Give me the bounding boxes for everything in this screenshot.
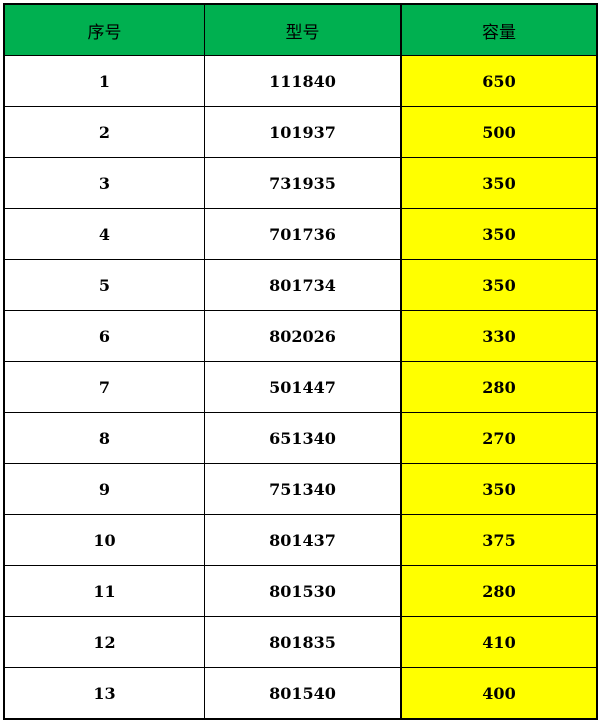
- cell-capacity[interactable]: 270: [402, 413, 596, 463]
- cell-index[interactable]: 1: [5, 56, 205, 106]
- cell-capacity[interactable]: 410: [402, 617, 596, 667]
- capacity-table: 序号 型号 容量 1 111840 650 2 101937 500 3 731935 350 4…: [3, 3, 598, 720]
- cell-model[interactable]: 751340: [205, 464, 402, 514]
- table-row: 5 801734 350: [5, 259, 596, 310]
- cell-capacity[interactable]: 400: [402, 668, 596, 718]
- cell-index[interactable]: 4: [5, 209, 205, 259]
- cell-capacity[interactable]: 280: [402, 566, 596, 616]
- table-row: 3 731935 350: [5, 157, 596, 208]
- header-capacity: 容量: [482, 22, 516, 43]
- table-row: 6 802026 330: [5, 310, 596, 361]
- table-row: 10 801437 375: [5, 514, 596, 565]
- cell-model[interactable]: 801835: [205, 617, 402, 667]
- table-row: 13 801540 400: [5, 667, 596, 718]
- header-index: 序号: [5, 5, 205, 55]
- cell-capacity[interactable]: 375: [402, 515, 596, 565]
- cell-capacity[interactable]: 500: [402, 107, 596, 157]
- table-row: 11 801530 280: [5, 565, 596, 616]
- cell-capacity[interactable]: 350: [402, 464, 596, 514]
- cell-index[interactable]: 9: [5, 464, 205, 514]
- cell-model[interactable]: 101937: [205, 107, 402, 157]
- cell-index[interactable]: 8: [5, 413, 205, 463]
- table-row: 2 101937 500: [5, 106, 596, 157]
- cell-index[interactable]: 6: [5, 311, 205, 361]
- cell-model[interactable]: 801540: [205, 668, 402, 718]
- cell-capacity[interactable]: 650: [402, 56, 596, 106]
- header-model: 型号: [205, 5, 402, 55]
- table-row: 1 111840 650: [5, 55, 596, 106]
- table-row: 7 501447 280: [5, 361, 596, 412]
- cell-index[interactable]: 12: [5, 617, 205, 667]
- cell-model[interactable]: 801734: [205, 260, 402, 310]
- cell-model[interactable]: 802026: [205, 311, 402, 361]
- cell-model[interactable]: 111840: [205, 56, 402, 106]
- cell-model[interactable]: 501447: [205, 362, 402, 412]
- cell-index[interactable]: 10: [5, 515, 205, 565]
- cell-index[interactable]: 7: [5, 362, 205, 412]
- cell-capacity[interactable]: 280: [402, 362, 596, 412]
- cell-index[interactable]: 11: [5, 566, 205, 616]
- cell-capacity[interactable]: 330: [402, 311, 596, 361]
- cell-index[interactable]: 5: [5, 260, 205, 310]
- cell-index[interactable]: 3: [5, 158, 205, 208]
- table-header-row: 序号 型号 容量: [5, 5, 596, 55]
- cell-model[interactable]: 701736: [205, 209, 402, 259]
- cell-capacity[interactable]: 350: [402, 158, 596, 208]
- table-row: 9 751340 350: [5, 463, 596, 514]
- table-row: 12 801835 410: [5, 616, 596, 667]
- cell-model[interactable]: 651340: [205, 413, 402, 463]
- table-row: 8 651340 270: [5, 412, 596, 463]
- cell-model[interactable]: 801437: [205, 515, 402, 565]
- cell-model[interactable]: 801530: [205, 566, 402, 616]
- cell-capacity[interactable]: 350: [402, 260, 596, 310]
- cell-index[interactable]: 2: [5, 107, 205, 157]
- table-row: 4 701736 350: [5, 208, 596, 259]
- cell-model[interactable]: 731935: [205, 158, 402, 208]
- cell-index[interactable]: 13: [5, 668, 205, 718]
- cell-capacity[interactable]: 350: [402, 209, 596, 259]
